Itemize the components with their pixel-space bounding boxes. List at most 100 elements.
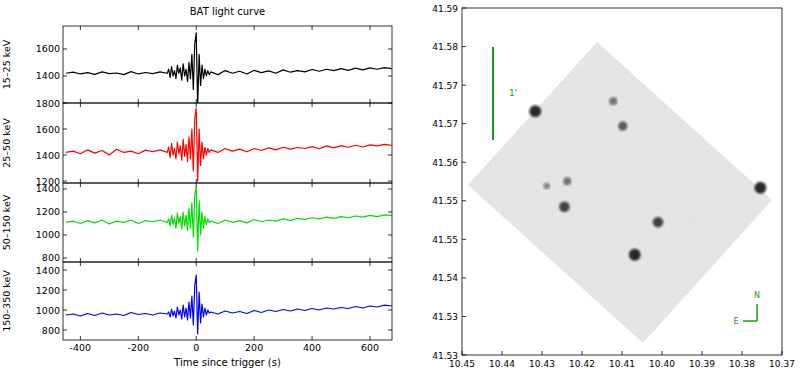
y-tick <box>388 48 392 49</box>
y-tick <box>388 234 392 235</box>
x-tick <box>369 262 370 266</box>
y-tick <box>388 129 392 130</box>
x-tick <box>80 258 81 262</box>
x-tick <box>782 351 783 355</box>
x-tick <box>662 351 663 355</box>
x-tick <box>312 103 313 107</box>
x-tick <box>254 336 255 340</box>
frame <box>63 262 392 340</box>
x-tick <box>80 26 81 30</box>
compass-label: N <box>754 291 760 300</box>
y-tick <box>63 234 67 235</box>
y-tick-label: 800 <box>42 252 60 263</box>
y-tick <box>63 103 67 104</box>
x-tick <box>80 336 81 340</box>
y-tick <box>462 162 466 163</box>
y-tick <box>462 123 466 124</box>
x-tick <box>80 103 81 107</box>
x-tick <box>312 26 313 30</box>
x-tick <box>80 262 81 266</box>
y-tick <box>63 290 67 291</box>
y-tick-label: 41.56 <box>432 158 458 168</box>
y-tick <box>388 75 392 76</box>
scale-bar-label: 1' <box>509 88 517 98</box>
y-tick <box>63 330 67 331</box>
x-tick <box>196 183 197 187</box>
y-tick <box>388 181 392 182</box>
x-tick <box>622 351 623 355</box>
light-curve <box>66 33 392 103</box>
x-tick <box>254 26 255 30</box>
x-tick <box>369 179 370 183</box>
y-tick <box>388 188 392 189</box>
source <box>609 97 617 105</box>
source <box>618 121 627 130</box>
x-tick-label: 10.41 <box>609 359 635 369</box>
compass-label: E <box>733 317 738 326</box>
plot-area <box>66 187 392 251</box>
x-tick-label: -200 <box>128 342 150 353</box>
y-tick-label: 1800 <box>36 98 60 109</box>
x-tick <box>138 99 139 103</box>
x-tick-label: 10.39 <box>689 359 715 369</box>
y-tick <box>462 316 466 317</box>
y-tick <box>63 310 67 311</box>
y-tick-label: 41.55 <box>432 235 458 245</box>
x-tick <box>196 336 197 340</box>
x-tick-label: 10.38 <box>729 359 755 369</box>
x-tick <box>138 183 139 187</box>
x-tick <box>138 258 139 262</box>
y-tick <box>63 48 67 49</box>
y-tick <box>63 181 67 182</box>
y-tick <box>388 330 392 331</box>
plot-area <box>66 108 392 181</box>
x-tick-label: 200 <box>245 342 263 353</box>
x-tick <box>138 179 139 183</box>
y-tick <box>63 270 67 271</box>
x-tick <box>312 99 313 103</box>
x-tick <box>312 262 313 266</box>
x-tick <box>138 26 139 30</box>
y-tick <box>388 257 392 258</box>
y-tick <box>462 46 466 47</box>
y-tick-label: 41.54 <box>432 273 458 283</box>
y-tick <box>388 155 392 156</box>
frame <box>63 103 392 183</box>
light-curve <box>66 187 392 251</box>
y-tick <box>63 129 67 130</box>
x-tick <box>462 351 463 355</box>
x-tick <box>582 351 583 355</box>
x-tick <box>742 351 743 355</box>
y-tick <box>462 200 466 201</box>
y-tick-label: 41.53 <box>432 312 458 322</box>
x-tick <box>254 262 255 266</box>
x-tick <box>138 336 139 340</box>
x-tick <box>312 258 313 262</box>
y-tick-label: 1200 <box>36 285 60 296</box>
plot-area <box>66 33 392 103</box>
y-tick-label: 41.55 <box>432 196 458 206</box>
y-tick <box>63 188 67 189</box>
compass-north <box>756 304 758 321</box>
y-tick <box>63 155 67 156</box>
y-tick <box>388 270 392 271</box>
y-tick-label: 41.57 <box>432 119 458 129</box>
x-tick <box>138 103 139 107</box>
x-tick-label: -400 <box>70 342 92 353</box>
y-tick <box>388 310 392 311</box>
source <box>653 217 664 228</box>
frame <box>63 26 392 103</box>
x-tick <box>312 336 313 340</box>
y-tick-label: 1200 <box>36 206 60 217</box>
x-tick <box>196 99 197 103</box>
frame <box>63 183 392 262</box>
x-tick <box>138 262 139 266</box>
x-tick <box>254 183 255 187</box>
x-tick <box>80 183 81 187</box>
x-tick <box>80 99 81 103</box>
y-tick <box>462 85 466 86</box>
x-tick-label: 10.37 <box>769 359 795 369</box>
source <box>529 105 541 117</box>
x-tick <box>369 103 370 107</box>
x-tick-label: 10.40 <box>649 359 675 369</box>
